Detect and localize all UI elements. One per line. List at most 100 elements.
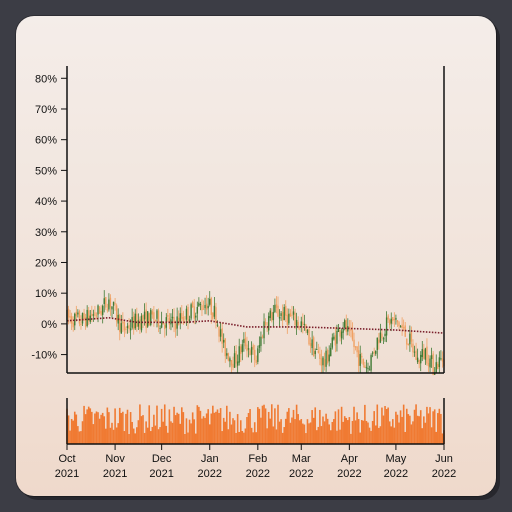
candle-body — [150, 309, 152, 326]
volume-bar — [294, 419, 296, 444]
candle-body — [281, 311, 284, 321]
candle-body — [373, 351, 375, 354]
volume-bar — [319, 409, 321, 444]
candle-body — [274, 304, 276, 312]
x-tick-label: Nov 2021 — [103, 453, 127, 480]
volume-bar — [421, 428, 424, 444]
candle-body — [286, 314, 289, 325]
volume-bar — [134, 433, 137, 444]
candle-body — [291, 314, 293, 316]
candle-body — [441, 358, 444, 362]
volume-bar — [139, 404, 141, 444]
volume-bar — [315, 430, 318, 444]
volume-bar — [176, 412, 178, 444]
volume-bar — [215, 411, 217, 444]
volume-bar — [244, 428, 247, 444]
volume-bar — [257, 407, 259, 444]
volume-bar — [295, 404, 298, 444]
volume-bar — [303, 424, 306, 444]
volume-bar — [100, 414, 102, 444]
volume-bar — [148, 405, 151, 444]
candle-body — [122, 321, 124, 324]
candle-body — [302, 321, 304, 325]
volume-bar — [120, 412, 123, 444]
volume-bar — [229, 411, 231, 444]
volume-bar — [236, 414, 239, 444]
volume-bar — [162, 421, 164, 444]
volume-bar — [413, 409, 416, 444]
volume-bar — [156, 405, 158, 444]
candle-body — [246, 344, 248, 352]
candle-body — [191, 302, 194, 307]
candle-body — [297, 321, 299, 326]
candle-body — [244, 338, 247, 347]
volume-bar — [109, 427, 112, 444]
volume-bar — [92, 424, 95, 444]
volume-bar — [75, 414, 78, 444]
candle-body — [78, 311, 81, 324]
candle-body — [340, 331, 343, 339]
volume-bar — [243, 432, 245, 444]
volume-bar — [354, 420, 357, 444]
candle-body — [187, 306, 189, 321]
volume-bar — [396, 414, 399, 444]
volume-bar — [266, 428, 268, 444]
candle-body — [98, 307, 101, 314]
volume-bar — [360, 420, 363, 444]
candle-body — [204, 305, 206, 309]
candle-body — [418, 359, 420, 365]
volume-bar — [224, 421, 227, 444]
volume-bar — [149, 431, 152, 444]
volume-bar — [97, 412, 99, 444]
candle-body — [129, 328, 132, 331]
volume-bar — [356, 412, 358, 444]
volume-bar — [205, 413, 208, 444]
candle-body — [134, 313, 136, 329]
candle-body — [263, 321, 265, 339]
volume-bar — [250, 427, 253, 444]
volume-bar — [280, 419, 282, 444]
volume-bar — [227, 429, 230, 444]
candle-body — [278, 316, 281, 319]
candle-body — [319, 353, 321, 359]
volume-bar — [300, 419, 303, 444]
candle-body — [407, 343, 410, 346]
candle-body — [379, 332, 382, 343]
volume-bar — [370, 430, 372, 444]
x-tick-month: Jun — [435, 453, 453, 465]
volume-bar — [194, 433, 197, 444]
candle-body — [84, 317, 87, 327]
candle-body — [139, 319, 141, 329]
volume-bar — [191, 412, 194, 444]
candle-body — [207, 305, 209, 309]
volume-bar — [374, 425, 377, 444]
volume-bar — [435, 431, 438, 444]
candle-body — [151, 311, 154, 315]
volume-bar — [298, 420, 301, 444]
candle-body — [112, 301, 115, 306]
y-tick-label: -10% — [31, 350, 57, 362]
volume-bar — [84, 414, 87, 444]
candlestick-chart: -10%0%10%20%30%40%50%60%70%80%Oct 2021Nov… — [31, 66, 456, 480]
volume-bar — [69, 430, 71, 444]
volume-bar — [398, 422, 400, 444]
candle-body — [365, 367, 368, 369]
volume-bar — [390, 426, 393, 444]
volume-bar — [326, 418, 329, 444]
candle-body — [267, 316, 270, 331]
volume-bar — [343, 416, 346, 444]
candle-body — [182, 317, 185, 321]
candle-body — [159, 327, 161, 329]
volume-bar — [309, 422, 312, 444]
volume-bar — [212, 405, 214, 444]
y-tick-label: 0% — [41, 319, 57, 331]
x-tick-year: 2021 — [55, 468, 79, 480]
volume-bar — [402, 404, 405, 444]
candle-body — [420, 354, 422, 364]
candle-body — [312, 337, 315, 357]
candle-body — [401, 324, 403, 328]
candle-body — [74, 313, 76, 326]
candle-body — [364, 365, 366, 368]
volume-bar — [393, 427, 396, 444]
volume-bar — [252, 432, 254, 444]
